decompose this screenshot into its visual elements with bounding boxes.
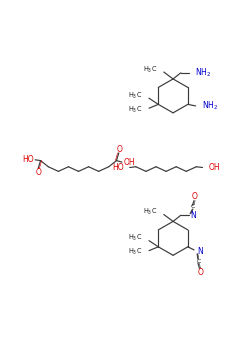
Text: H$_3$C: H$_3$C [128,91,142,101]
Text: H$_3$C: H$_3$C [144,207,158,217]
Text: H$_3$C: H$_3$C [144,65,158,75]
Text: H$_3$C: H$_3$C [128,233,142,244]
Text: NH$_2$: NH$_2$ [195,66,211,79]
Text: H$_3$C: H$_3$C [128,247,142,257]
Text: HO: HO [112,163,124,172]
Text: C: C [196,259,201,264]
Text: O: O [192,192,198,201]
Text: HO: HO [22,155,34,164]
Text: C: C [191,204,196,209]
Text: OH: OH [209,163,220,172]
Text: O: O [117,145,122,154]
Text: N: N [197,247,203,256]
Text: N: N [190,211,196,220]
Text: O: O [197,268,203,277]
Text: OH: OH [124,158,135,167]
Text: H$_3$C: H$_3$C [128,105,142,115]
Text: NH$_2$: NH$_2$ [202,100,218,112]
Text: O: O [35,168,41,177]
